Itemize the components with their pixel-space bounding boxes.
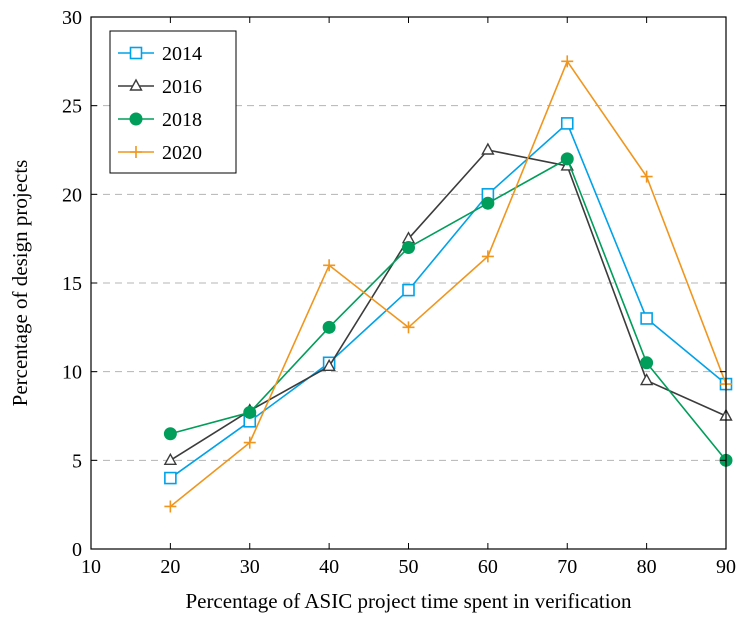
legend-label: 2014: [162, 43, 202, 65]
y-axis: 0 5 10 15 20 25 30: [62, 7, 726, 561]
data-point: [640, 312, 653, 325]
data-point: [402, 321, 415, 334]
data-point: [243, 436, 256, 449]
x-tick-label: 80: [637, 556, 657, 578]
data-point: [163, 452, 178, 466]
y-tick-label: 20: [62, 184, 82, 206]
data-point: [164, 471, 177, 485]
x-tick-label: 40: [319, 556, 339, 578]
legend-marker: [130, 146, 142, 158]
x-tick-label: 50: [399, 556, 419, 578]
grid-lines: [91, 105, 726, 461]
y-tick-label: 30: [62, 7, 82, 29]
legend-entry: 2016: [118, 76, 202, 98]
data-point: [640, 356, 654, 370]
y-tick-label: 5: [72, 450, 82, 472]
data-point: [639, 373, 654, 386]
data-point: [481, 196, 495, 210]
series-line: [169, 60, 727, 508]
legend-marker: [129, 46, 143, 60]
data-point: [640, 170, 653, 183]
legend-entry: 2018: [118, 109, 202, 131]
legend-entry: 2020: [118, 142, 202, 164]
x-axis: 10 20 30 40 50 60 70 80 90: [81, 17, 736, 578]
data-point: [323, 259, 336, 272]
data-point: [560, 152, 574, 166]
data-point: [402, 283, 415, 297]
x-tick-label: 60: [478, 556, 498, 578]
data-point: [402, 241, 415, 255]
x-tick-label: 10: [81, 556, 101, 578]
data-point: [481, 250, 494, 263]
y-tick-label: 10: [62, 362, 82, 384]
series-line: [169, 149, 727, 462]
legend-marker: [129, 112, 143, 126]
y-tick-label: 0: [72, 539, 82, 561]
y-tick-label: 15: [62, 273, 82, 295]
x-tick-label: 90: [716, 556, 736, 578]
data-point: [322, 358, 336, 372]
data-point: [243, 405, 257, 419]
legend-label: 2016: [162, 76, 202, 98]
legend-marker: [129, 78, 143, 91]
y-tick-label: 25: [62, 96, 82, 118]
series-2018: [163, 152, 733, 467]
legend-entry: 2014: [118, 43, 202, 65]
data-point: [561, 55, 574, 68]
x-axis-label: Percentage of ASIC project time spent in…: [185, 589, 632, 613]
x-tick-label: 70: [557, 556, 577, 578]
data-point: [163, 427, 177, 441]
data-point: [164, 500, 177, 513]
legend-label: 2018: [162, 109, 202, 131]
data-point: [322, 320, 336, 334]
legend-label: 2020: [162, 142, 202, 164]
x-tick-label: 30: [240, 556, 260, 578]
series-layer: [163, 55, 733, 513]
legend: 2014 2016 2018 2020: [109, 30, 237, 174]
x-tick-label: 20: [160, 556, 180, 578]
data-point: [481, 142, 495, 155]
series-2020: [164, 55, 732, 513]
data-point: [560, 117, 574, 130]
series-line: [170, 158, 727, 461]
y-axis-label: Percentage of design projects: [8, 160, 32, 407]
